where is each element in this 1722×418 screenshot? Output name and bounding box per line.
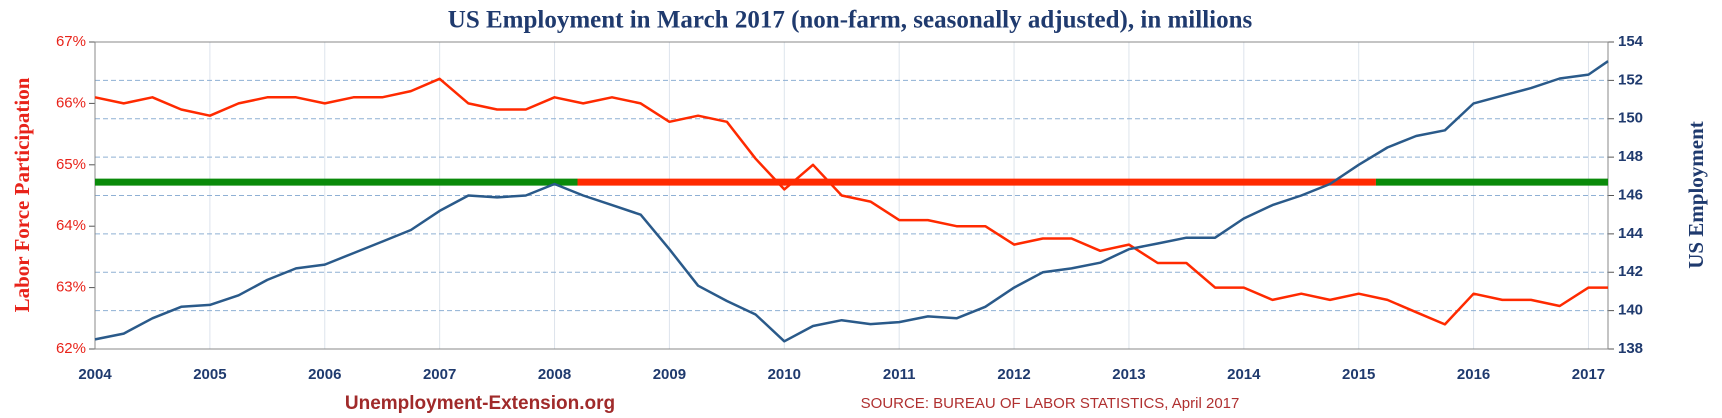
x-tick-label: 2007	[423, 366, 456, 383]
x-tick-label: 2006	[308, 366, 341, 383]
x-tick-label: 2009	[653, 366, 686, 383]
series-line	[94, 60, 1609, 343]
plot-frame	[94, 41, 1609, 350]
y-axis-title: Labor Force Participation	[10, 77, 34, 312]
x-tick-label: 2013	[1112, 366, 1145, 383]
y-tick-label: 64%	[56, 217, 86, 234]
x-tick-label: 2015	[1342, 366, 1375, 383]
y2-tick-label: 154	[1618, 33, 1644, 50]
y2-tick-label: 144	[1618, 225, 1644, 242]
x-tick-label: 2016	[1457, 366, 1490, 383]
x-tick-label: 2004	[78, 366, 112, 383]
y-tick-label: 62%	[56, 340, 86, 357]
y-tick-label: 66%	[56, 94, 86, 111]
footer-site: Unemployment-Extension.org	[345, 393, 615, 414]
x-tick-label: 2005	[193, 366, 226, 383]
y-tick-label: 65%	[56, 156, 86, 173]
x-tick-label: 2008	[538, 366, 571, 383]
y2-axis-title: US Employment	[1684, 121, 1708, 269]
y2-tick-label: 146	[1618, 186, 1643, 203]
x-tick-label: 2017	[1572, 366, 1605, 383]
y2-tick-label: 142	[1618, 263, 1643, 280]
chart-title: US Employment in March 2017 (non-farm, s…	[448, 7, 1253, 34]
y2-tick-label: 140	[1618, 302, 1643, 319]
series-line	[94, 77, 1608, 326]
y2-tick-label: 138	[1618, 340, 1643, 357]
y-tick-label: 63%	[56, 279, 86, 296]
y-tick-label: 67%	[56, 33, 86, 50]
y2-tick-label: 148	[1618, 148, 1643, 165]
x-tick-label: 2010	[768, 366, 801, 383]
y2-tick-label: 152	[1618, 71, 1643, 88]
y2-tick-label: 150	[1618, 110, 1643, 127]
x-tick-label: 2014	[1227, 366, 1261, 383]
x-tick-label: 2012	[997, 366, 1030, 383]
x-tick-label: 2011	[883, 366, 916, 383]
footer-source: SOURCE: BUREAU OF LABOR STATISTICS, Apri…	[861, 395, 1240, 412]
